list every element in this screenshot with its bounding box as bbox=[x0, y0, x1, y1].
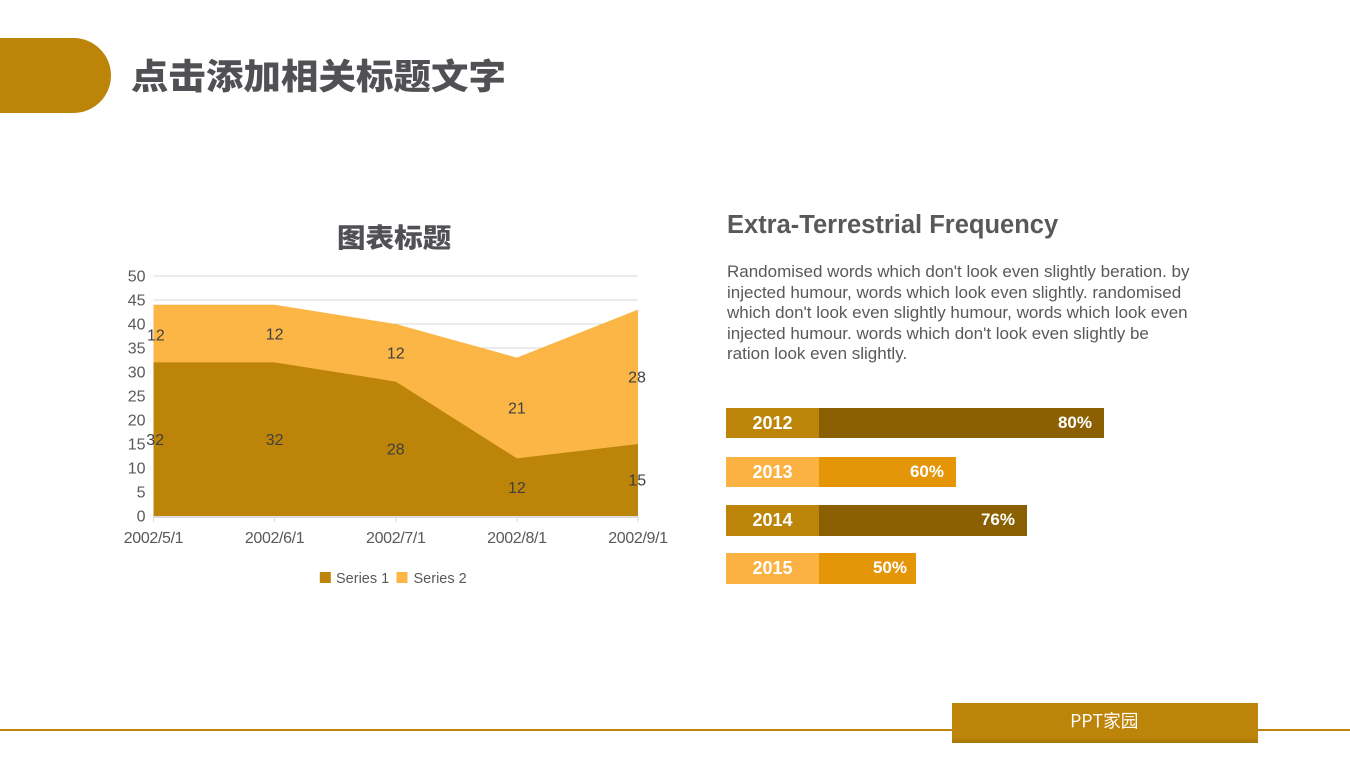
svg-text:2002/5/1: 2002/5/1 bbox=[124, 530, 184, 547]
svg-text:12: 12 bbox=[508, 480, 526, 497]
svg-text:Series 2: Series 2 bbox=[414, 571, 467, 587]
svg-text:35: 35 bbox=[128, 341, 146, 358]
svg-text:40: 40 bbox=[128, 317, 146, 334]
svg-text:28: 28 bbox=[387, 442, 405, 459]
svg-text:15: 15 bbox=[128, 437, 146, 454]
svg-text:30: 30 bbox=[128, 365, 146, 382]
svg-text:2002/7/1: 2002/7/1 bbox=[366, 530, 426, 547]
svg-text:Series 1: Series 1 bbox=[336, 571, 389, 587]
svg-text:2002/9/1: 2002/9/1 bbox=[608, 530, 668, 547]
svg-text:15: 15 bbox=[628, 473, 646, 490]
svg-text:25: 25 bbox=[128, 389, 146, 406]
svg-text:2002/6/1: 2002/6/1 bbox=[245, 530, 305, 547]
svg-text:20: 20 bbox=[128, 413, 146, 430]
svg-text:0: 0 bbox=[137, 509, 146, 526]
svg-text:12: 12 bbox=[266, 326, 284, 343]
svg-text:10: 10 bbox=[128, 461, 146, 478]
svg-text:12: 12 bbox=[387, 346, 405, 363]
svg-text:50: 50 bbox=[128, 269, 146, 286]
svg-text:32: 32 bbox=[266, 432, 284, 449]
svg-text:2002/8/1: 2002/8/1 bbox=[487, 530, 547, 547]
svg-text:32: 32 bbox=[146, 432, 164, 449]
svg-text:45: 45 bbox=[128, 293, 146, 310]
svg-text:28: 28 bbox=[628, 370, 646, 387]
svg-text:21: 21 bbox=[508, 401, 526, 418]
svg-text:5: 5 bbox=[137, 485, 146, 502]
svg-text:12: 12 bbox=[147, 328, 165, 345]
